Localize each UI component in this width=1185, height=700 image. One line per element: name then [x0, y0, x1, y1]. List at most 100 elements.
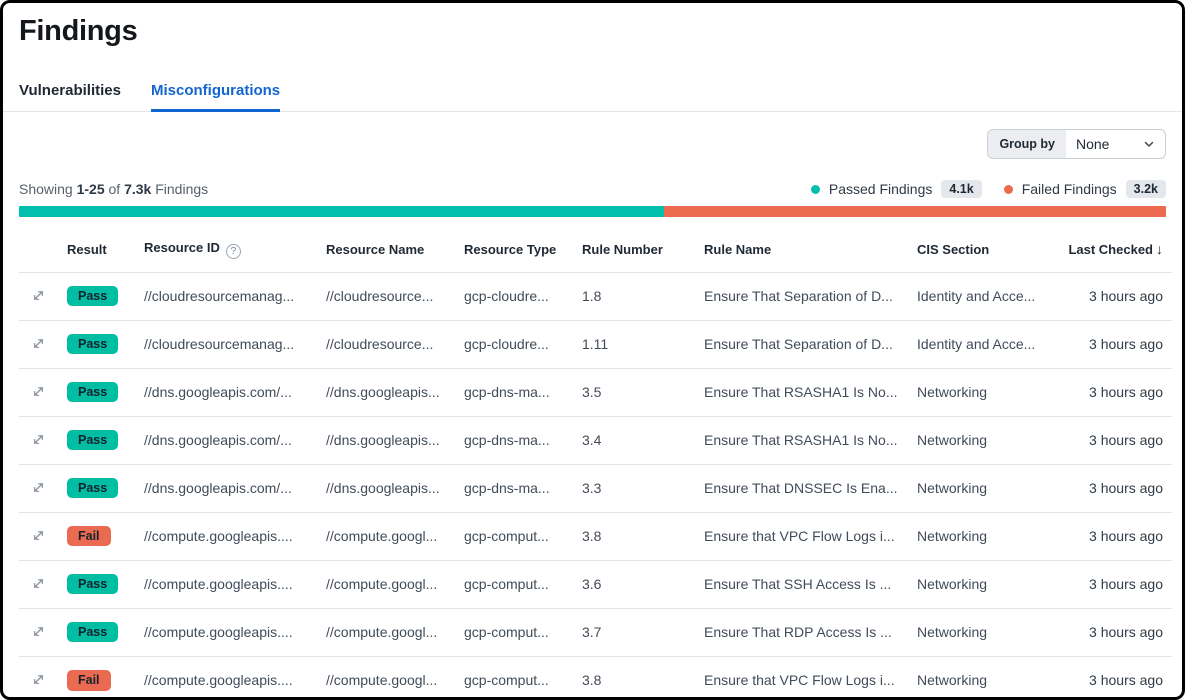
resource-name-cell: //compute.googl... [326, 576, 438, 592]
last-checked-column-header[interactable]: Last Checked ↓ [1066, 217, 1172, 272]
cis-section-cell: Networking [917, 672, 988, 689]
rule-number-cell: 3.8 [582, 672, 602, 689]
expand-row-button[interactable] [29, 670, 48, 689]
progress-failed-segment [663, 206, 1166, 217]
rule-number-cell: 3.3 [582, 480, 602, 496]
resource-type-cell: gcp-dns-ma... [464, 384, 550, 400]
last-checked-header-label: Last Checked [1068, 242, 1153, 258]
passed-findings-count: 4.1k [941, 180, 982, 198]
page-title: Findings [19, 15, 138, 47]
expand-row-button[interactable] [29, 622, 48, 641]
findings-table-body: Pass //cloudresourcemanag... //cloudreso… [19, 272, 1172, 697]
rule-name-cell: Ensure That DNSSEC Is Ena... [704, 480, 898, 496]
result-cell: Pass [67, 272, 144, 320]
expand-diagonal-icon [34, 339, 43, 348]
result-badge: Pass [67, 333, 119, 355]
result-cell: Pass [67, 464, 144, 512]
table-row: Fail //compute.googleapis.... //compute.… [19, 512, 1172, 560]
expand-row-button[interactable] [29, 478, 48, 497]
last-checked-cell: 3 hours ago [1089, 336, 1163, 352]
resource-name-cell: //cloudresource... [326, 336, 434, 352]
expand-diagonal-icon [34, 627, 43, 636]
result-badge: Pass [67, 573, 119, 595]
resource-name-cell: //compute.googl... [326, 528, 438, 544]
summary-row: Showing 1-25 of 7.3k Findings Passed Fin… [3, 180, 1182, 198]
resource-id-cell: //cloudresourcemanag... [144, 288, 295, 304]
rule-number-cell: 3.5 [582, 384, 602, 400]
resource-type-cell: gcp-comput... [464, 672, 549, 689]
table-row: Pass //compute.googleapis.... //compute.… [19, 608, 1172, 656]
help-icon[interactable]: ? [225, 243, 241, 259]
last-checked-cell: 3 hours ago [1089, 624, 1163, 640]
expand-diagonal-icon [34, 483, 43, 492]
result-badge: Pass [67, 429, 119, 451]
resource-id-cell: //compute.googleapis.... [144, 624, 293, 640]
expand-cell [19, 272, 67, 320]
expand-cell [19, 416, 67, 464]
tab-vulnerabilities[interactable]: Vulnerabilities [19, 82, 121, 99]
expand-column-header [19, 217, 67, 272]
tab-misconfigurations[interactable]: Misconfigurations [150, 82, 281, 112]
expand-cell [19, 560, 67, 608]
rule-name-cell: Ensure That SSH Access Is ... [704, 576, 892, 592]
rule-number-cell: 3.8 [582, 528, 602, 544]
result-cell: Pass [67, 608, 144, 656]
cis-section-cell: Networking [917, 624, 988, 640]
rule-number-cell: 1.11 [582, 336, 609, 352]
pass-fail-ratio-bar [19, 206, 1166, 217]
table-row: Pass //cloudresourcemanag... //cloudreso… [19, 320, 1172, 368]
rule-name-cell: Ensure that VPC Flow Logs i... [704, 672, 895, 689]
showing-total: 7.3k [124, 181, 152, 197]
expand-cell [19, 512, 67, 560]
rule-name-cell: Ensure that VPC Flow Logs i... [704, 528, 895, 544]
resource-type-cell: gcp-dns-ma... [464, 432, 550, 448]
result-badge: Pass [67, 381, 119, 403]
resource-type-cell: gcp-dns-ma... [464, 480, 550, 496]
resource-type-cell: gcp-cloudre... [464, 288, 549, 304]
resource-type-column-header: Resource Type [464, 241, 557, 257]
table-row: Pass //cloudresourcemanag... //cloudreso… [19, 272, 1172, 320]
table-header-row: Result Resource ID? Resource Name Resour… [19, 217, 1172, 272]
resource-id-cell: //cloudresourcemanag... [144, 336, 295, 352]
resource-id-cell: //dns.googleapis.com/... [144, 432, 292, 448]
expand-diagonal-icon [34, 579, 43, 588]
progress-passed-segment [19, 206, 664, 217]
resource-name-cell: //dns.googleapis... [326, 384, 440, 400]
resource-id-cell: //dns.googleapis.com/... [144, 384, 292, 400]
expand-row-button[interactable] [29, 334, 48, 353]
result-badge: Fail [67, 525, 111, 547]
group-by-control[interactable]: Group by None [987, 129, 1166, 159]
passed-findings-dot [810, 184, 820, 194]
resource-id-cell: //compute.googleapis.... [144, 528, 293, 544]
findings-table: Result Resource ID? Resource Name Resour… [19, 217, 1172, 697]
group-by-label: Group by [988, 130, 1066, 158]
cis-section-cell: Networking [917, 384, 988, 400]
expand-row-button[interactable] [29, 382, 48, 401]
result-cell: Pass [67, 416, 144, 464]
cis-section-cell: Networking [917, 528, 988, 544]
expand-row-button[interactable] [29, 574, 48, 593]
sort-descending-icon: ↓ [1156, 241, 1163, 258]
findings-legend: Passed Findings 4.1k Failed Findings 3.2… [810, 180, 1166, 198]
rule-name-cell: Ensure That RDP Access Is ... [704, 624, 892, 640]
toolbar: Group by None [3, 112, 1182, 159]
resource-name-column-header: Resource Name [326, 241, 425, 257]
rule-number-cell: 3.7 [582, 624, 602, 640]
expand-diagonal-icon [34, 531, 43, 540]
cis-section-cell: Networking [917, 576, 988, 592]
result-cell: Pass [67, 560, 144, 608]
expand-row-button[interactable] [29, 286, 48, 305]
rule-number-cell: 3.4 [582, 432, 602, 448]
showing-range: 1-25 [76, 181, 105, 197]
resource-name-cell: //compute.googl... [326, 624, 438, 640]
passed-findings-label: Passed Findings [828, 181, 933, 197]
showing-prefix: Showing [19, 181, 73, 197]
rule-number-cell: 1.8 [582, 288, 602, 304]
expand-cell [19, 656, 67, 697]
expand-row-button[interactable] [29, 430, 48, 449]
result-cell: Pass [67, 320, 144, 368]
resource-type-cell: gcp-comput... [464, 576, 549, 592]
expand-row-button[interactable] [29, 526, 48, 545]
resource-type-cell: gcp-comput... [464, 624, 549, 640]
